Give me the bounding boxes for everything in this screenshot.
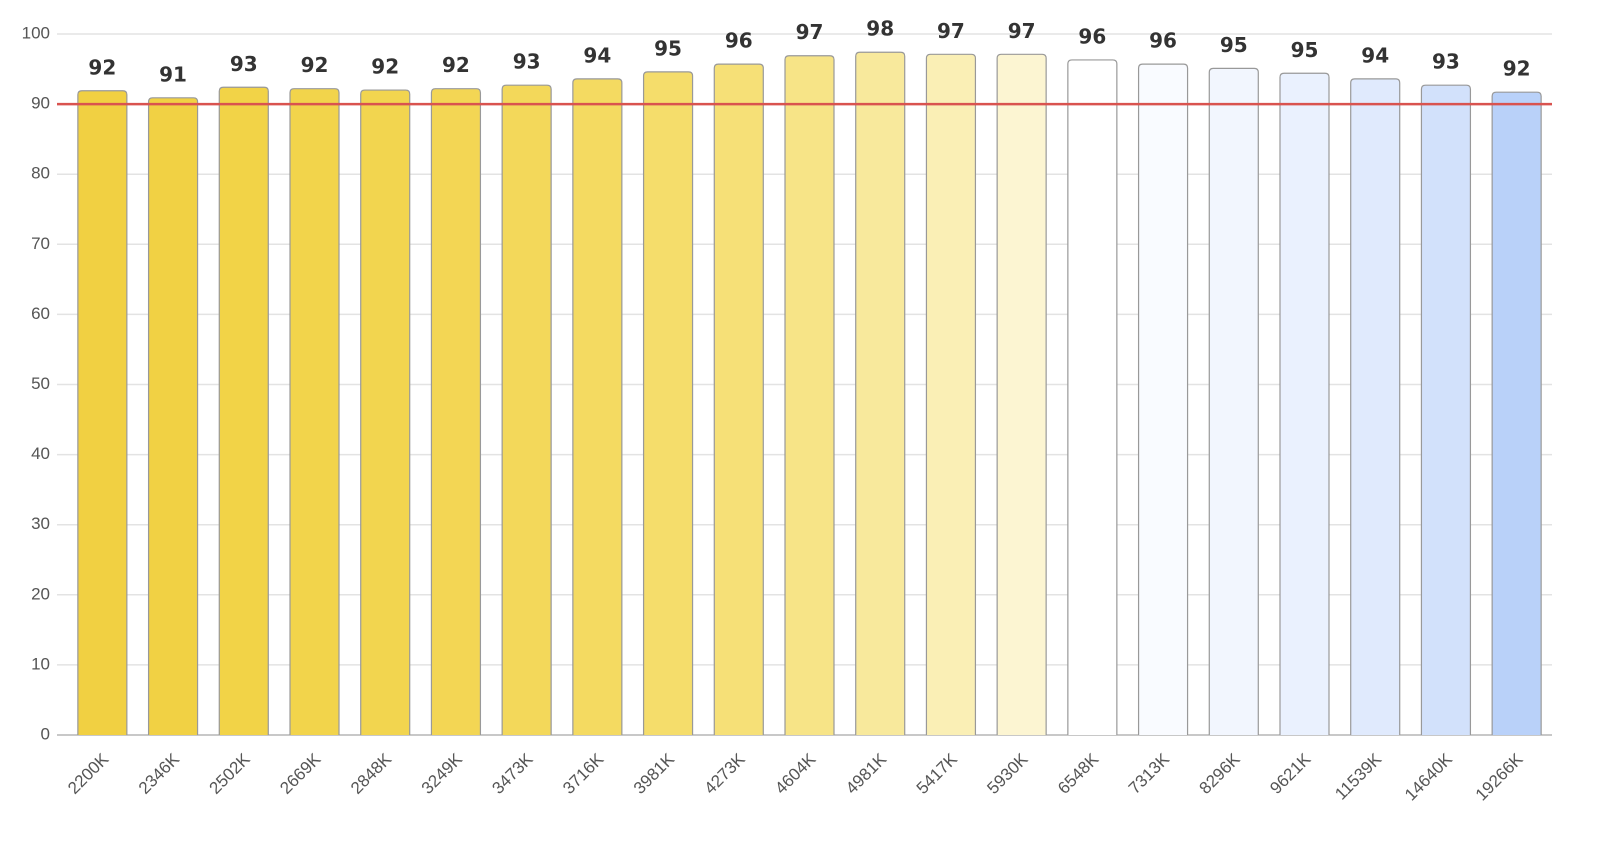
y-tick-label: 40 bbox=[31, 444, 50, 463]
data-label: 94 bbox=[583, 43, 611, 67]
x-tick-label: 11539K bbox=[1331, 749, 1385, 803]
x-tick-label: 3716K bbox=[559, 749, 608, 798]
y-tick-label: 0 bbox=[41, 724, 50, 743]
x-tick-label: 8296K bbox=[1196, 749, 1245, 798]
x-tick-label: 2200K bbox=[64, 749, 113, 798]
data-label: 95 bbox=[1220, 33, 1248, 57]
data-label: 93 bbox=[230, 52, 258, 76]
x-tick-label: 7313K bbox=[1125, 749, 1174, 798]
bar bbox=[147, 97, 199, 735]
data-label: 95 bbox=[1291, 38, 1319, 62]
x-tick-label: 2502K bbox=[206, 749, 255, 798]
data-label: 92 bbox=[88, 55, 116, 79]
bar bbox=[784, 55, 835, 735]
bar bbox=[1137, 63, 1189, 735]
data-label: 96 bbox=[1149, 29, 1177, 53]
data-label: 92 bbox=[442, 53, 470, 77]
x-tick-label: 3981K bbox=[630, 749, 679, 798]
x-tick-label: 2346K bbox=[135, 749, 184, 798]
x-tick-label: 19266K bbox=[1472, 749, 1527, 804]
bar bbox=[925, 53, 977, 735]
data-label: 92 bbox=[1503, 57, 1531, 81]
bar bbox=[1279, 72, 1330, 735]
x-tick-label: 14640K bbox=[1401, 749, 1456, 804]
bar bbox=[360, 89, 411, 735]
bar bbox=[572, 78, 623, 735]
y-tick-label: 50 bbox=[31, 374, 50, 393]
data-label: 98 bbox=[866, 17, 894, 41]
bar bbox=[1350, 78, 1401, 735]
data-label: 97 bbox=[937, 19, 965, 43]
bar bbox=[1491, 91, 1542, 735]
x-tick-label: 4273K bbox=[701, 749, 750, 798]
data-label: 97 bbox=[1008, 19, 1036, 43]
y-tick-label: 100 bbox=[22, 23, 50, 42]
data-label: 92 bbox=[301, 53, 329, 77]
data-label: 94 bbox=[1361, 43, 1389, 67]
x-tick-label: 3473K bbox=[488, 749, 537, 798]
y-tick-label: 70 bbox=[31, 234, 50, 253]
data-label: 97 bbox=[796, 20, 824, 44]
bar bbox=[996, 53, 1047, 735]
bar bbox=[1067, 59, 1118, 735]
bar bbox=[430, 88, 482, 735]
bar bbox=[855, 51, 906, 735]
bar bbox=[642, 71, 694, 735]
y-tick-label: 20 bbox=[31, 584, 50, 603]
x-tick-label: 4604K bbox=[771, 749, 820, 798]
y-tick-label: 10 bbox=[31, 654, 50, 673]
x-tick-label: 6548K bbox=[1054, 749, 1103, 798]
y-tick-label: 30 bbox=[31, 514, 50, 533]
data-label: 96 bbox=[1078, 24, 1106, 48]
y-tick-label: 90 bbox=[31, 94, 50, 113]
x-tick-label: 9621K bbox=[1266, 749, 1315, 798]
x-tick-label: 5417K bbox=[913, 749, 962, 798]
x-tick-label: 2669K bbox=[276, 749, 325, 798]
bar bbox=[77, 90, 128, 735]
bar bbox=[1420, 84, 1472, 735]
bar bbox=[501, 84, 552, 735]
x-tick-label: 3249K bbox=[418, 749, 467, 798]
data-label: 92 bbox=[371, 55, 399, 79]
bar bbox=[713, 63, 764, 735]
data-label: 93 bbox=[513, 50, 541, 74]
data-label: 96 bbox=[725, 29, 753, 53]
data-label: 93 bbox=[1432, 50, 1460, 74]
x-tick-label: 5930K bbox=[983, 749, 1032, 798]
y-tick-label: 80 bbox=[31, 164, 50, 183]
bar bbox=[289, 88, 340, 735]
bar bbox=[1208, 67, 1259, 735]
x-tick-label: 2848K bbox=[347, 749, 396, 798]
data-label: 95 bbox=[654, 36, 682, 60]
x-tick-label: 4981K bbox=[842, 749, 891, 798]
bar bbox=[218, 86, 269, 735]
y-tick-label: 60 bbox=[31, 304, 50, 323]
data-label: 91 bbox=[159, 62, 187, 86]
